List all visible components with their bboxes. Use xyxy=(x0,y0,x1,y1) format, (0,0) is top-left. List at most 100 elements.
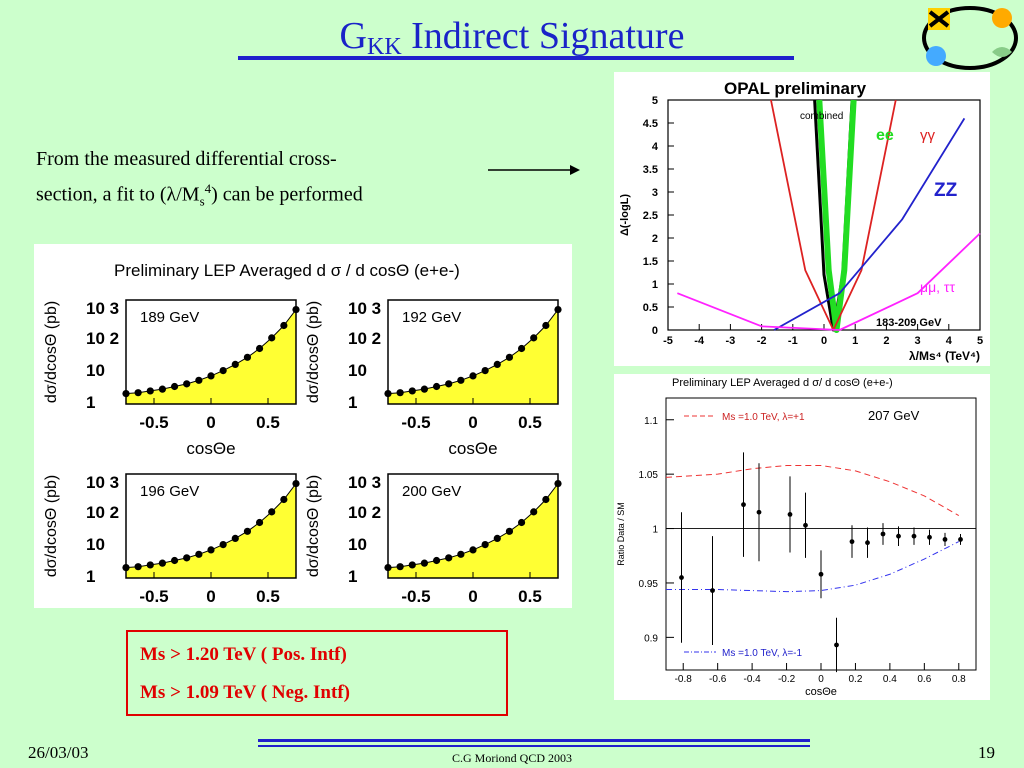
x-tick-label: 0.6 xyxy=(917,674,931,685)
annotation: 207 GeV xyxy=(868,408,920,423)
y-tick-label: 1 xyxy=(86,393,95,412)
data-point xyxy=(158,385,167,393)
y-tick-label: 1.1 xyxy=(644,416,658,427)
y-tick-label: 0.5 xyxy=(643,302,658,314)
lep-panel-title: Preliminary LEP Averaged d σ / d cosΘ (e… xyxy=(114,261,460,280)
x-tick-label: -1 xyxy=(788,335,798,347)
y-axis-label: dσ/dcosΘ (pb) xyxy=(305,301,322,403)
x-tick-label: 0.8 xyxy=(952,674,966,685)
data-point xyxy=(517,344,526,353)
x-tick-label: -3 xyxy=(726,335,736,347)
result-negative: Ms > 1.09 TeV ( Neg. Intf) xyxy=(140,682,350,703)
data-point xyxy=(207,372,215,380)
energy-label: 200 GeV xyxy=(402,483,461,500)
annotation: 183-209 GeV xyxy=(876,317,942,329)
data-point xyxy=(280,495,288,504)
x-tick-label: 0.5 xyxy=(256,587,280,606)
data-point xyxy=(280,321,288,330)
y-tick-label: 1.05 xyxy=(639,470,659,481)
data-point xyxy=(268,334,276,342)
data-point xyxy=(292,306,300,314)
data-point xyxy=(432,556,441,565)
y-axis-label: dσ/dcosΘ (pb) xyxy=(43,301,60,403)
x-tick-label: 0.4 xyxy=(883,674,897,685)
x-tick-label: -0.8 xyxy=(675,674,693,685)
y-tick-label: 10 xyxy=(86,535,105,554)
opal-title: OPAL preliminary xyxy=(724,79,867,98)
arrow-icon xyxy=(488,165,580,175)
data-point xyxy=(942,537,948,542)
data-point xyxy=(710,588,715,593)
data-point xyxy=(517,518,526,527)
lep-cross-section-panel: Preliminary LEP Averaged d σ / d cosΘ (e… xyxy=(34,244,572,632)
energy-label: 196 GeV xyxy=(140,483,199,500)
y-tick-label: 4 xyxy=(652,141,659,153)
y-tick-label: 10 2 xyxy=(348,329,381,348)
y-axis-label: dσ/dcosΘ (pb) xyxy=(305,475,322,577)
annotation: γγ xyxy=(920,127,936,144)
y-tick-label: 2.5 xyxy=(643,210,658,222)
x-tick-label: 0 xyxy=(468,587,477,606)
y-tick-label: 10 xyxy=(348,361,367,380)
x-axis-label: cosΘe xyxy=(186,439,235,458)
data-point xyxy=(896,533,901,539)
data-point xyxy=(911,533,917,539)
data-point xyxy=(469,372,477,380)
data-point xyxy=(134,389,142,397)
y-tick-label: 10 2 xyxy=(348,503,381,522)
annotation: ee xyxy=(876,127,894,144)
data-point xyxy=(396,563,404,571)
data-point xyxy=(384,563,392,572)
data-point xyxy=(445,554,453,562)
data-point xyxy=(481,366,489,375)
data-point xyxy=(219,540,227,549)
y-tick-label: 10 3 xyxy=(86,299,119,318)
x-tick-label: -0.5 xyxy=(139,587,168,606)
annotation: ZZ xyxy=(934,180,958,201)
y-tick-label: 5 xyxy=(652,95,658,107)
footer-center: C.G Moriond QCD 2003 xyxy=(451,751,572,765)
data-point xyxy=(268,508,276,516)
slide-title: GKK Indirect Signature xyxy=(339,15,685,60)
data-point xyxy=(255,344,264,353)
data-point xyxy=(207,546,215,554)
data-point xyxy=(756,509,762,515)
y-axis-label: Ratio Data / SM xyxy=(616,502,626,566)
y-tick-label: 2 xyxy=(652,233,658,245)
annotation: Ms =1.0 TeV, λ=+1 xyxy=(722,412,805,423)
data-point xyxy=(420,385,429,393)
data-point xyxy=(243,353,252,361)
data-point xyxy=(457,550,465,558)
data-point xyxy=(542,321,550,330)
annotation: μμ, ττ xyxy=(920,279,955,295)
x-tick-label: -0.5 xyxy=(401,413,430,432)
x-tick-label: -0.6 xyxy=(709,674,727,685)
x-tick-label: 5 xyxy=(977,335,983,347)
x-tick-label: 0 xyxy=(468,413,477,432)
data-point xyxy=(134,563,142,571)
y-tick-label: 0.9 xyxy=(644,633,658,644)
data-point xyxy=(818,571,824,577)
data-point xyxy=(195,550,203,558)
y-tick-label: 1 xyxy=(652,525,658,536)
data-point xyxy=(183,554,191,562)
x-tick-label: 0 xyxy=(206,587,215,606)
y-axis-label: Δ(-logL) xyxy=(619,194,631,236)
data-point xyxy=(195,376,203,384)
data-point xyxy=(170,382,179,391)
lep-cross-section-figure: Preliminary LEP Averaged d σ / d cosΘ (e… xyxy=(43,261,562,632)
data-point xyxy=(927,534,932,540)
result-box: Ms > 1.20 TeV ( Pos. Intf) Ms > 1.09 TeV… xyxy=(126,630,508,716)
data-point xyxy=(542,495,550,504)
x-tick-label: -4 xyxy=(694,335,705,347)
opal-likelihood-chart: OPAL preliminary 0 0.5 1 1.5 2 2.5 3 3.5 4 4.5 5 -5 -… xyxy=(619,79,983,363)
data-point xyxy=(554,306,562,314)
data-point xyxy=(803,522,808,528)
ratio-chart: Preliminary LEP Averaged d σ/ d cosΘ (e+… xyxy=(616,377,977,698)
data-point xyxy=(122,389,130,398)
data-point xyxy=(958,537,963,542)
data-point xyxy=(505,527,514,535)
data-point xyxy=(741,502,746,508)
data-point xyxy=(408,561,416,569)
data-point xyxy=(865,540,870,546)
